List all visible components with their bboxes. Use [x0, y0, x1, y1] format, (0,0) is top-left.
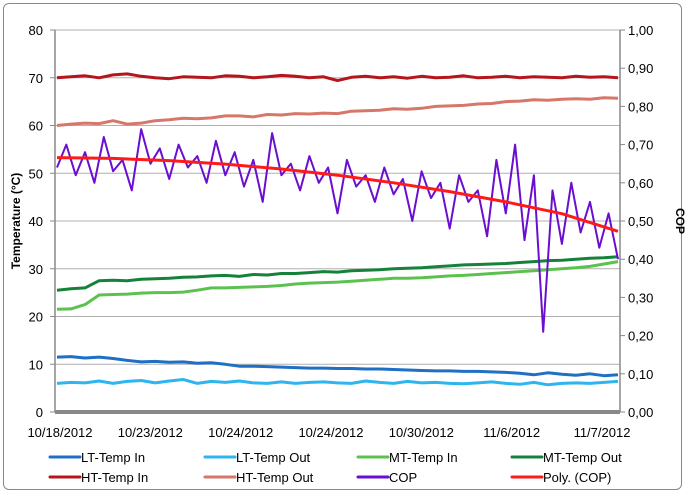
y2-tick-label: 0,70 — [628, 138, 653, 153]
y2-tick-label: 0,80 — [628, 99, 653, 114]
legend-label: LT-Temp In — [81, 450, 145, 465]
legend-label: COP — [389, 470, 417, 485]
x-tick-label: 10/24/2012 — [298, 425, 363, 440]
legend-item: HT-Temp In — [48, 470, 148, 485]
y2-tick-label: 1,00 — [628, 23, 653, 38]
legend-label: MT-Temp In — [389, 450, 458, 465]
x-tick-label: 11/7/2012 — [574, 425, 631, 440]
legend-item: MT-Temp In — [356, 450, 458, 465]
y2-tick-label: 0,60 — [628, 176, 653, 191]
legend-item: LT-Temp In — [48, 450, 145, 465]
y-tick-label: 40 — [29, 214, 43, 229]
y-axis-title: Temperature (°C) — [9, 173, 23, 270]
series-line-poly-cop- — [56, 156, 619, 233]
y2-tick-label: 0,10 — [628, 367, 653, 382]
y2-tick-label: 0,00 — [628, 405, 653, 420]
y2-tick-label: 0,20 — [628, 329, 653, 344]
y-tick-label: 10 — [29, 357, 43, 372]
legend-item: COP — [356, 470, 417, 485]
x-tick-label: 10/30/2012 — [389, 425, 454, 440]
chart-frame — [3, 3, 682, 490]
x-tick-label: 10/18/2012 — [27, 425, 92, 440]
x-tick-label: 10/23/2012 — [118, 425, 183, 440]
legend-label: LT-Temp Out — [236, 450, 311, 465]
series-line-ht-temp-out — [56, 96, 619, 127]
y2-axis-title: COP — [673, 208, 687, 234]
legend-label: MT-Temp Out — [543, 450, 622, 465]
legend-item: MT-Temp Out — [510, 450, 622, 465]
y-tick-label: 30 — [29, 262, 43, 277]
legend-label: Poly. (COP) — [543, 470, 611, 485]
series-line-lt-temp-out — [56, 378, 619, 387]
y-tick-label: 60 — [29, 119, 43, 134]
series-line-mt-temp-out — [56, 255, 619, 292]
legend-item: HT-Temp Out — [203, 470, 314, 485]
y2-tick-label: 0,40 — [628, 252, 653, 267]
legend-label: HT-Temp In — [81, 470, 148, 485]
y2-tick-label: 0,30 — [628, 290, 653, 305]
y2-tick-label: 0,50 — [628, 214, 653, 229]
series-line-lt-temp-in — [56, 355, 619, 378]
legend-item: Poly. (COP) — [510, 470, 611, 485]
y-tick-label: 80 — [29, 23, 43, 38]
series-line-mt-temp-in — [56, 260, 619, 311]
y2-tick-label: 0,90 — [628, 61, 653, 76]
series-line-cop — [56, 128, 619, 333]
legend-label: HT-Temp Out — [236, 470, 314, 485]
y-tick-label: 50 — [29, 166, 43, 181]
y-tick-label: 70 — [29, 71, 43, 86]
x-tick-label: 10/24/2012 — [208, 425, 273, 440]
series-line-ht-temp-in — [56, 72, 619, 83]
y-tick-label: 20 — [29, 310, 43, 325]
legend-item: LT-Temp Out — [203, 450, 311, 465]
x-tick-label: 11/6/2012 — [483, 425, 540, 440]
y-tick-label: 0 — [36, 405, 43, 420]
